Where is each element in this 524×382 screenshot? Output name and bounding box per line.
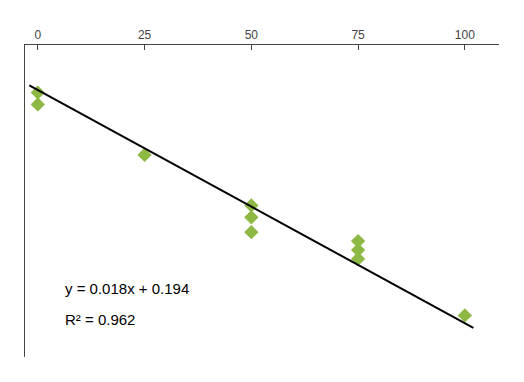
svg-text:0: 0 bbox=[34, 28, 41, 42]
svg-text:y = 0.018x + 0.194: y = 0.018x + 0.194 bbox=[65, 280, 189, 297]
svg-text:R² = 0.962: R² = 0.962 bbox=[65, 311, 135, 328]
svg-text:50: 50 bbox=[245, 28, 259, 42]
svg-text:75: 75 bbox=[351, 28, 365, 42]
svg-text:25: 25 bbox=[138, 28, 152, 42]
svg-text:100: 100 bbox=[455, 28, 475, 42]
